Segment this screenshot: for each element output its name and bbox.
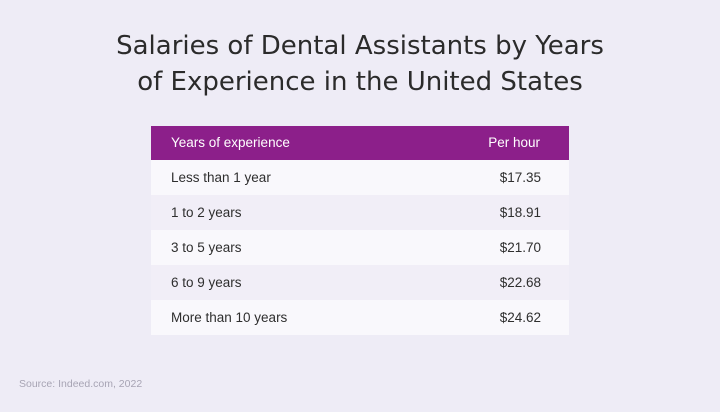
table-row: More than 10 years $24.62 xyxy=(151,300,569,335)
experience-cell: 1 to 2 years xyxy=(171,205,242,220)
table-row: 3 to 5 years $21.70 xyxy=(151,230,569,265)
per-hour-cell: $24.62 xyxy=(499,310,541,325)
per-hour-cell: $21.70 xyxy=(499,240,541,255)
per-hour-cell: $18.91 xyxy=(499,205,541,220)
per-hour-cell: $17.35 xyxy=(499,170,541,185)
chart-title: Salaries of Dental Assistants by Years o… xyxy=(60,28,660,100)
table-row: 6 to 9 years $22.68 xyxy=(151,265,569,300)
per-hour-cell: $22.68 xyxy=(499,275,541,290)
experience-cell: More than 10 years xyxy=(171,310,288,325)
experience-cell: 3 to 5 years xyxy=(171,240,242,255)
experience-cell: Less than 1 year xyxy=(171,170,271,185)
chart-title-line-2: of Experience in the United States xyxy=(137,67,583,97)
table-header-row: Years of experience Per hour xyxy=(151,126,569,160)
experience-cell: 6 to 9 years xyxy=(171,275,242,290)
table-row: 1 to 2 years $18.91 xyxy=(151,195,569,230)
chart-title-line-1: Salaries of Dental Assistants by Years xyxy=(116,31,604,61)
source-note: Source: Indeed.com, 2022 xyxy=(19,378,143,390)
column-header-experience: Years of experience xyxy=(171,135,290,150)
column-header-per-hour: Per hour xyxy=(488,135,540,150)
salary-table: Years of experience Per hour Less than 1… xyxy=(151,126,569,335)
table-row: Less than 1 year $17.35 xyxy=(151,160,569,195)
